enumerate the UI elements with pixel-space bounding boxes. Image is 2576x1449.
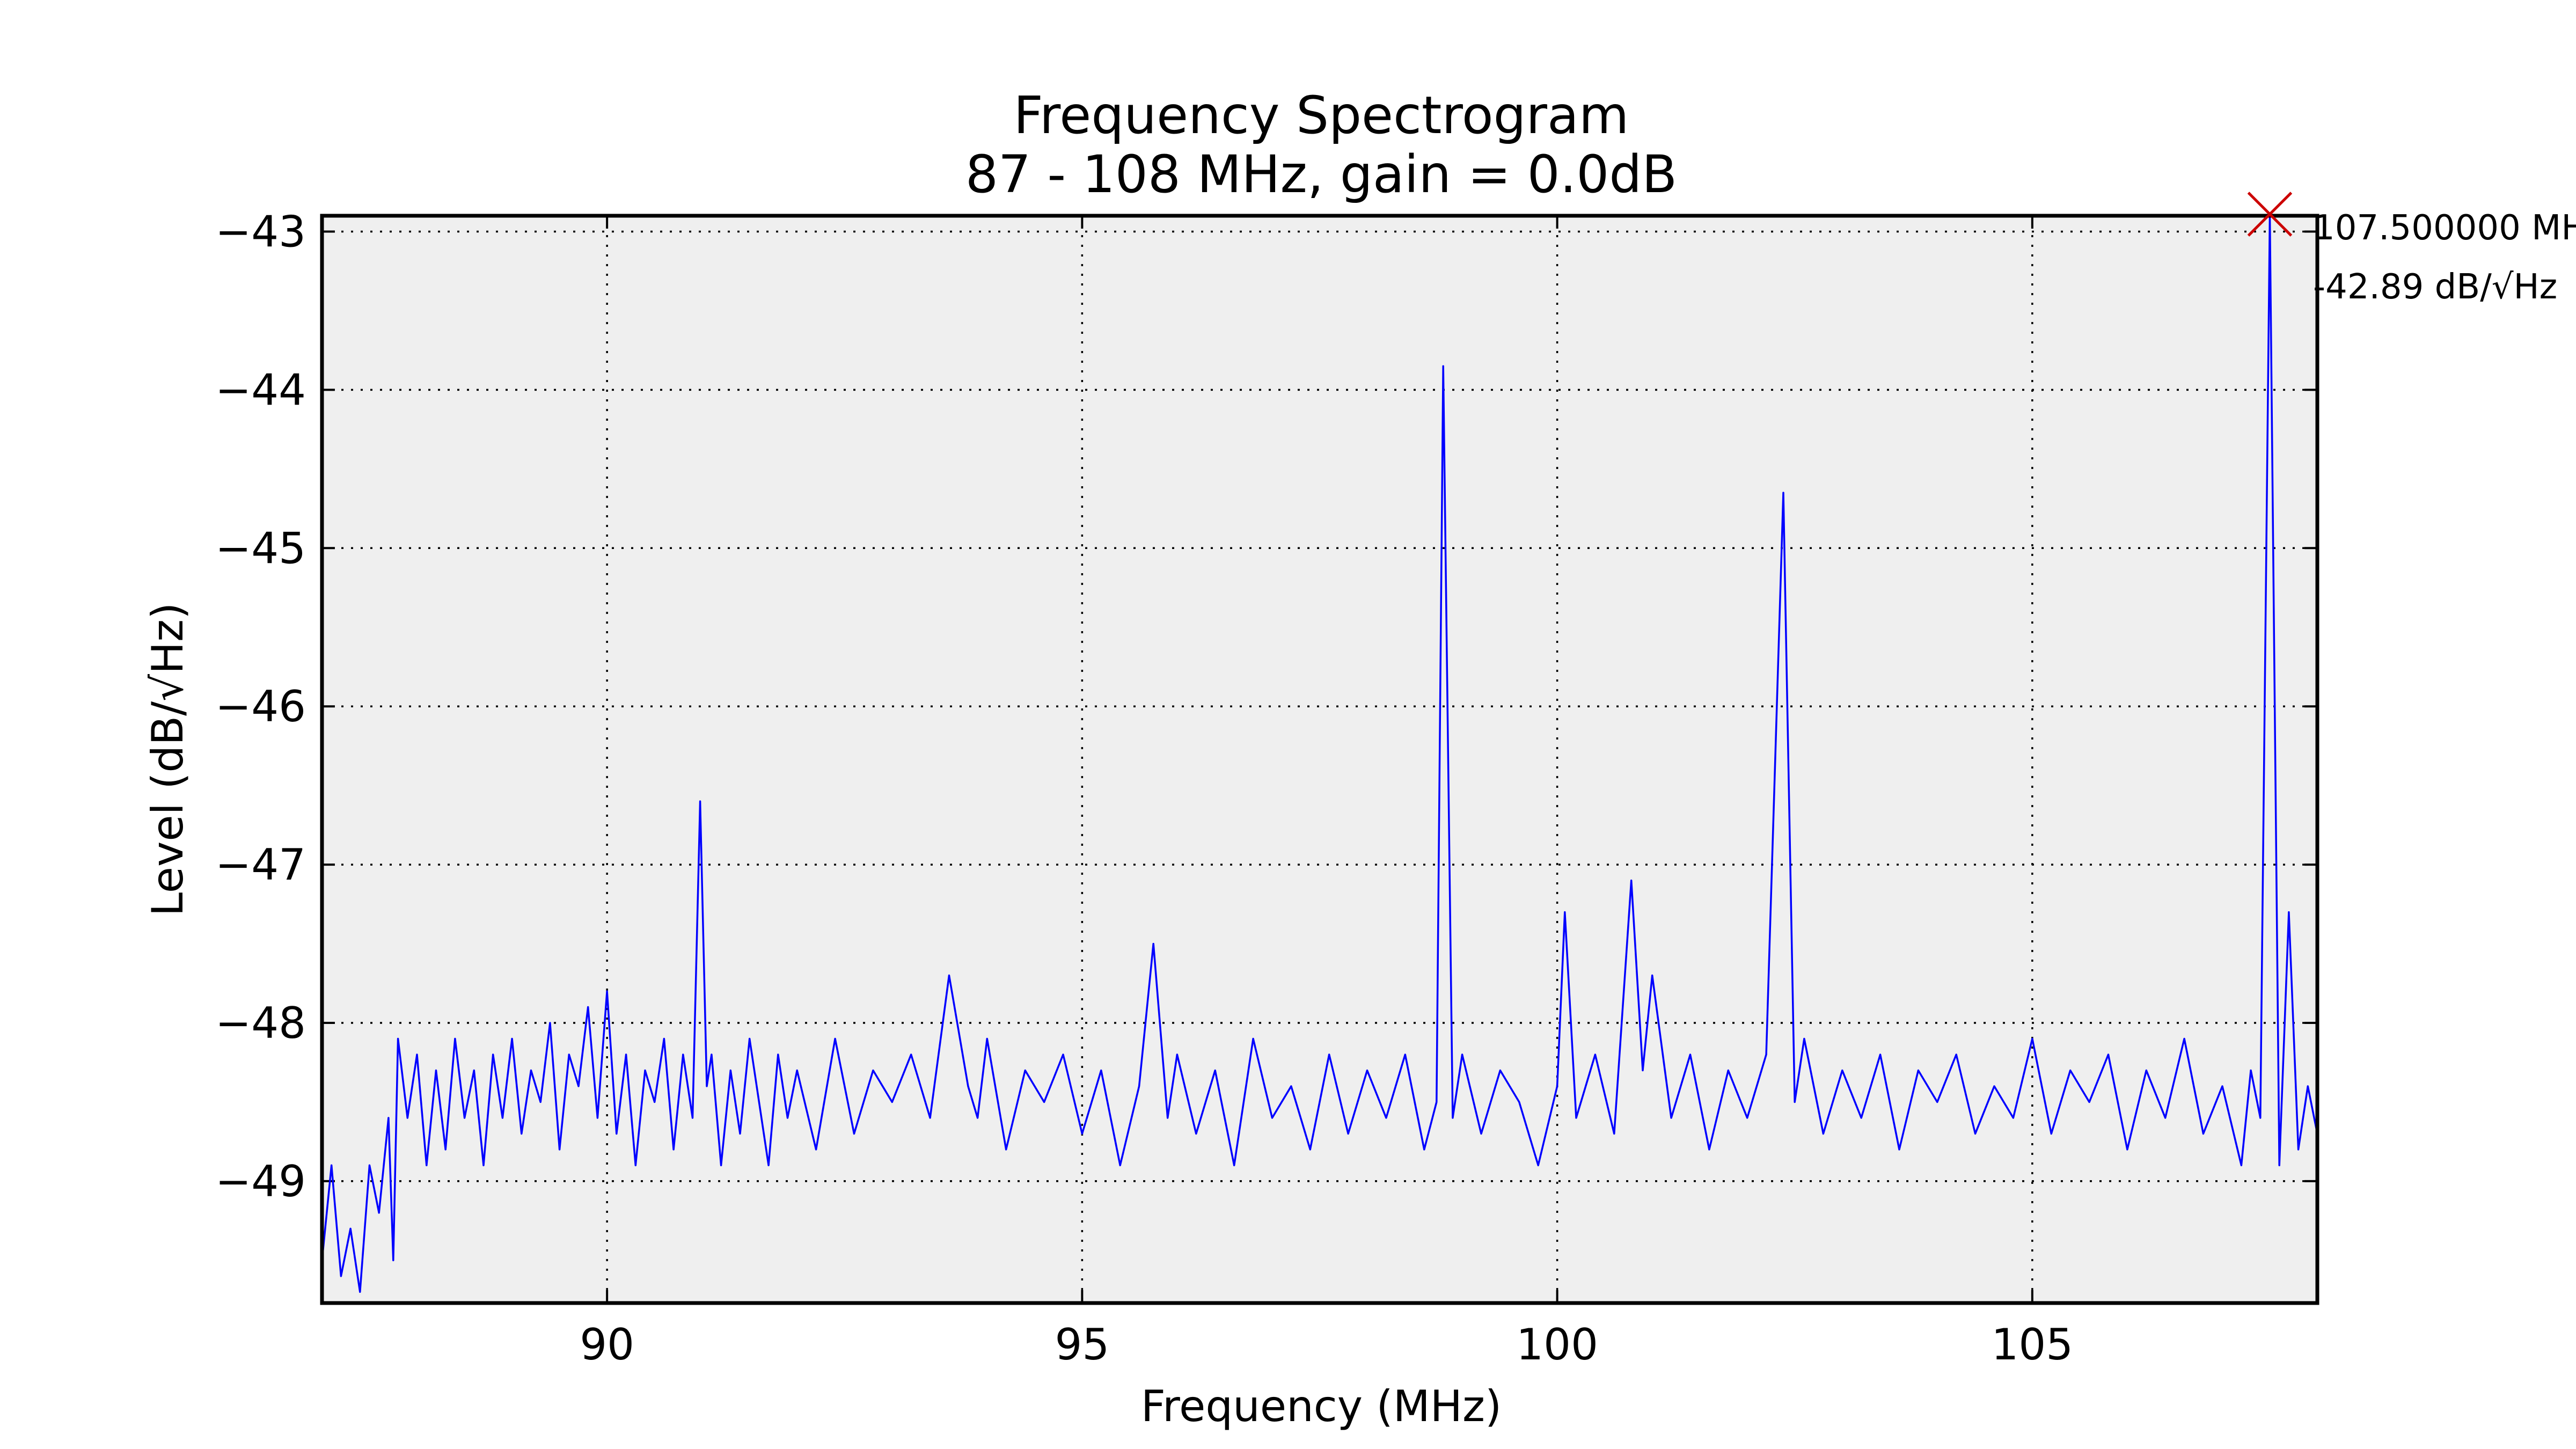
plot-frame xyxy=(320,214,2319,1305)
y-tick-label: −45 xyxy=(215,523,306,573)
y-tick-label: −49 xyxy=(215,1157,306,1206)
x-tick-label: 105 xyxy=(1992,1320,2074,1370)
chart-title: Frequency Spectrogram xyxy=(1014,85,1629,145)
peak-frequency-label: 107.500000 MHz xyxy=(2313,208,2576,248)
y-tick-label: −46 xyxy=(215,682,306,731)
x-tick-label: 90 xyxy=(580,1320,634,1370)
y-tick-label: −47 xyxy=(215,840,306,890)
x-tick-label: 95 xyxy=(1055,1320,1109,1370)
x-axis-label: Frequency (MHz) xyxy=(1141,1381,1502,1431)
y-axis-label: Level (dB/√Hz) xyxy=(143,603,193,917)
plot-area xyxy=(322,216,2317,1303)
peak-level-label: -42.89 dB/√Hz xyxy=(2313,267,2557,307)
spectrum-line xyxy=(321,213,2318,1293)
y-tick-label: −44 xyxy=(215,365,306,415)
y-tick-label: −43 xyxy=(215,207,306,257)
chart-subtitle: 87 - 108 MHz, gain = 0.0dB xyxy=(965,144,1677,204)
peak-marker-stroke xyxy=(2247,192,2293,237)
x-tick-label: 100 xyxy=(1516,1320,1598,1370)
grid-lines xyxy=(322,216,2317,1303)
y-tick-label: −48 xyxy=(215,998,306,1048)
axis-ticks: 90 95 100 105 −43 −44 −45 −46 −47 −48 −49 xyxy=(215,207,2317,1370)
peak-marker xyxy=(2247,192,2293,237)
